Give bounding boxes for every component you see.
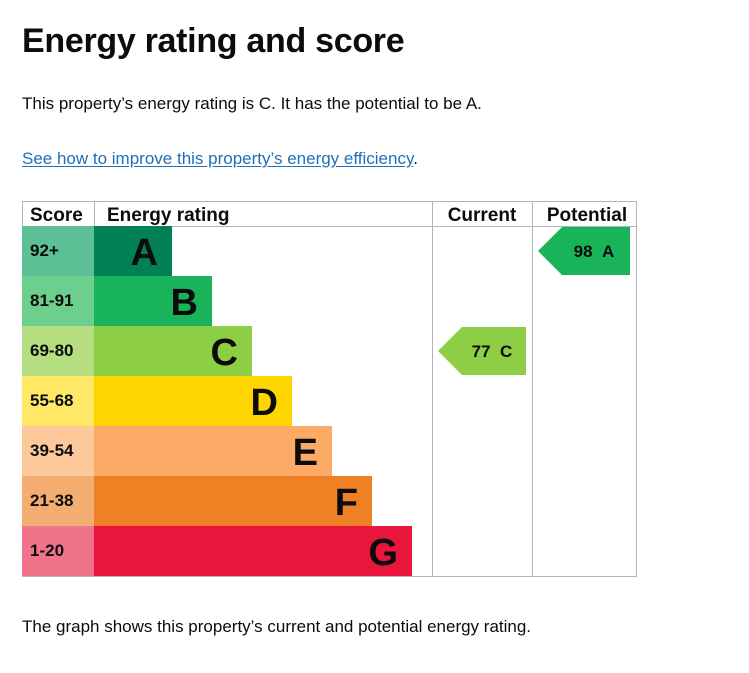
score-label-d: 55-68 bbox=[30, 391, 73, 410]
score-cell-a bbox=[22, 226, 94, 276]
potential-arrow-label: 98 A bbox=[574, 242, 615, 261]
rating-arrows: 77 C 98 A bbox=[438, 227, 630, 375]
potential-arrow bbox=[538, 227, 630, 275]
page-title: Energy rating and score bbox=[22, 22, 405, 60]
link-suffix: . bbox=[413, 149, 418, 168]
band-bar-e bbox=[94, 426, 332, 476]
improve-link-line: See how to improve this property’s energ… bbox=[22, 148, 418, 170]
rating-bands: 92+ A 81-91 B 69-80 C 55-68 D 39-54 E 21-38 F 1-20 G bbox=[22, 226, 412, 576]
header-score: Score bbox=[30, 205, 83, 226]
band-bar-a bbox=[94, 226, 172, 276]
band-letter-a: A bbox=[131, 232, 158, 274]
score-label-g: 1-20 bbox=[30, 541, 64, 560]
chart-caption: The graph shows this property’s current … bbox=[22, 617, 532, 636]
score-cell-c bbox=[22, 326, 94, 376]
score-cell-f bbox=[22, 476, 94, 526]
header-current: Current bbox=[448, 205, 517, 226]
band-bar-d bbox=[94, 376, 292, 426]
band-letter-d: D bbox=[251, 382, 278, 424]
band-letter-g: G bbox=[368, 532, 398, 574]
score-label-f: 21-38 bbox=[30, 491, 73, 510]
score-label-a: 92+ bbox=[30, 241, 59, 260]
band-bar-g bbox=[94, 526, 412, 576]
band-letter-e: E bbox=[293, 432, 318, 474]
score-label-c: 69-80 bbox=[30, 341, 73, 360]
header-potential: Potential bbox=[547, 205, 627, 226]
current-arrow bbox=[438, 327, 526, 375]
improve-efficiency-link[interactable]: See how to improve this property’s energ… bbox=[22, 149, 414, 168]
band-letter-b: B bbox=[171, 282, 198, 324]
band-bar-c bbox=[94, 326, 252, 376]
band-bar-b bbox=[94, 276, 212, 326]
band-letter-c: C bbox=[211, 332, 238, 374]
current-arrow-label: 77 C bbox=[472, 342, 513, 361]
score-label-b: 81-91 bbox=[30, 291, 73, 310]
score-cell-e bbox=[22, 426, 94, 476]
header-energy-rating: Energy rating bbox=[107, 205, 229, 226]
score-cell-g bbox=[22, 526, 94, 576]
band-letter-f: F bbox=[335, 482, 358, 524]
score-cell-b bbox=[22, 276, 94, 326]
score-label-e: 39-54 bbox=[30, 441, 74, 460]
intro-text: This property’s energy rating is C. It h… bbox=[22, 94, 482, 113]
score-cell-d bbox=[22, 376, 94, 426]
band-bar-f bbox=[94, 476, 372, 526]
